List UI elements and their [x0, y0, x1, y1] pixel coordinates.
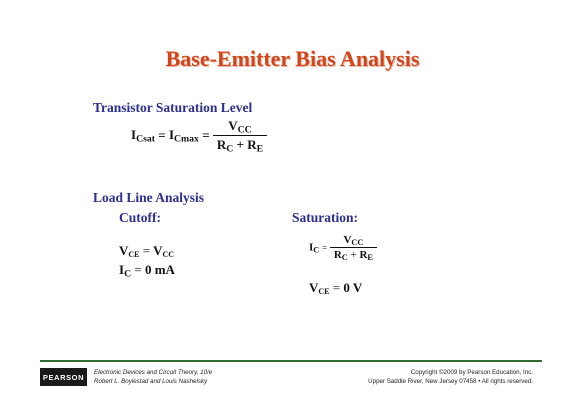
cutoff-label: Cutoff: — [119, 210, 161, 225]
icsat-symbol: ICsat — [131, 127, 156, 145]
saturation-label: Saturation: — [292, 210, 359, 225]
icmax-symbol: ICmax — [168, 127, 199, 145]
saturation-ic-fraction: VCC RC + RE — [329, 234, 377, 262]
saturation-level-heading: Transistor Saturation Level — [93, 100, 253, 115]
load-line-heading: Load Line Analysis — [93, 190, 205, 205]
fraction-numerator: VCC — [228, 118, 252, 136]
equals-sign: = — [202, 127, 210, 143]
fraction-denominator: RC + RE — [212, 135, 268, 155]
equals-sign: = — [158, 127, 166, 143]
footer-book-title: Electronic Devices and Circuit Theory, 1… — [94, 369, 213, 376]
footer-copyright-line: Copyright ©2009 by Pearson Education, In… — [410, 369, 533, 376]
cutoff-ic-equation: IC = 0 mA — [119, 262, 175, 280]
cutoff-vce-equation: VCE = VCC — [119, 243, 175, 259]
saturation-vce-equation: VCE = 0 V — [309, 280, 363, 296]
slide-title: Base-Emitter Bias Analysis — [165, 46, 420, 71]
footer-address-line: Upper Saddle River, New Jersey 07458 • A… — [368, 378, 533, 385]
saturation-ic-equation: IC = VCC RC + RE — [309, 234, 377, 262]
saturation-fraction: VCC RC + RE — [212, 118, 268, 155]
pearson-logo: PEARSON — [40, 368, 87, 386]
footer-authors: Robert L. Boylestad and Louis Nashelsky — [94, 378, 208, 385]
fraction-denominator: RC + RE — [329, 247, 377, 262]
footer-book-info: Electronic Devices and Circuit Theory, 1… — [94, 368, 212, 386]
footer-divider — [40, 360, 542, 362]
saturation-equation: ICsat = ICmax = VCC RC + RE — [131, 118, 268, 155]
footer-copyright: Copyright ©2009 by Pearson Education, In… — [368, 368, 533, 386]
fraction-numerator: VCC — [343, 234, 364, 248]
